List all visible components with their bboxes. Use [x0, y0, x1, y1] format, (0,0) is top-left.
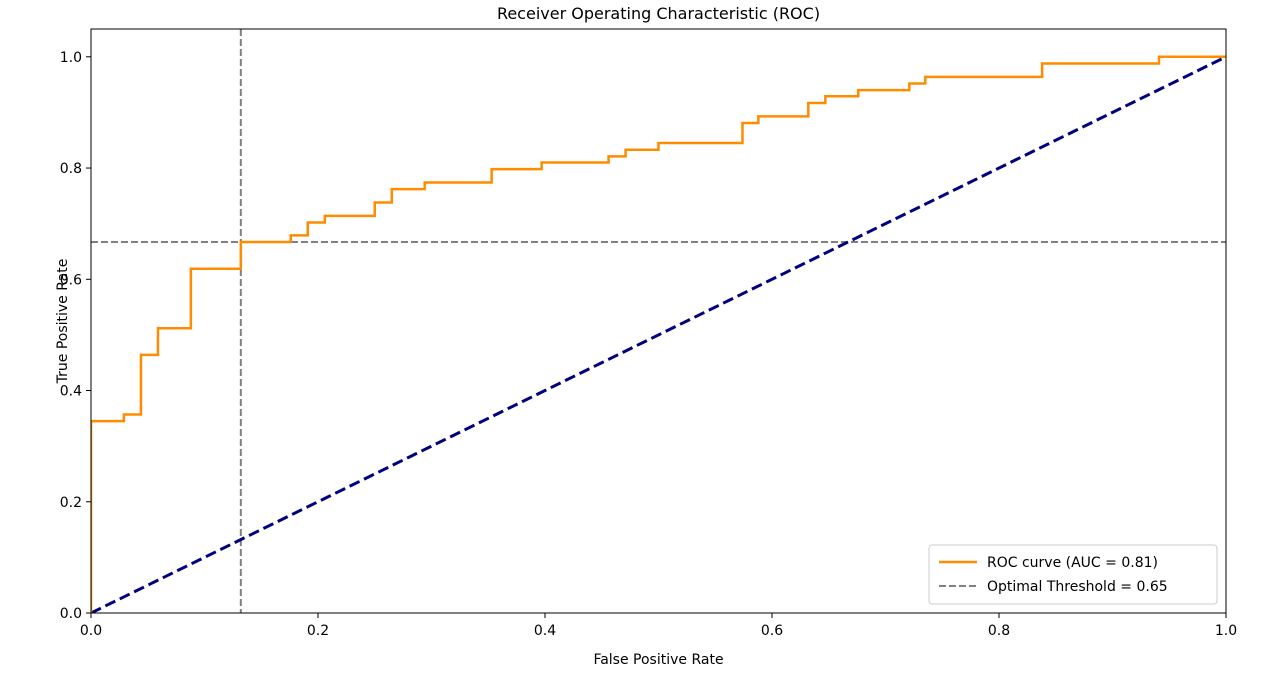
legend-roc-label: ROC curve (AUC = 0.81)	[987, 555, 1158, 571]
y-tick-label: 0.0	[60, 606, 82, 622]
plot-frame	[90, 28, 1227, 614]
y-axis-label: True Positive Rate	[55, 259, 71, 385]
x-tick-label: 0.8	[988, 623, 1010, 639]
plot-content	[91, 29, 1226, 613]
x-tick-label: 0.0	[80, 623, 102, 639]
legend-threshold-label: Optimal Threshold = 0.65	[987, 579, 1168, 595]
x-tick-label: 0.6	[761, 623, 783, 639]
legend: ROC curve (AUC = 0.81) Optimal Threshold …	[928, 544, 1218, 605]
x-tick-label: 1.0	[1215, 623, 1237, 639]
x-tick-label: 0.2	[307, 623, 329, 639]
y-tick-label: 0.4	[60, 384, 82, 400]
legend-box	[928, 544, 1218, 605]
y-tick-label: 0.2	[60, 495, 82, 511]
y-tick-label: 0.6	[60, 272, 82, 288]
x-axis-ticks: 0.0 0.2 0.4 0.6 0.8 1.0	[80, 613, 1237, 639]
chart-title: Receiver Operating Characteristic (ROC)	[497, 4, 820, 23]
x-tick-label: 0.4	[534, 623, 556, 639]
roc-curve-line	[91, 55, 1226, 613]
y-axis-ticks: 0.0 0.2 0.4 0.6 0.8 1.0	[60, 50, 91, 622]
y-tick-label: 0.8	[60, 161, 82, 177]
y-tick-label: 1.0	[60, 50, 82, 66]
x-axis-label: False Positive Rate	[593, 652, 723, 668]
random-classifier-diagonal-line	[91, 55, 1226, 613]
